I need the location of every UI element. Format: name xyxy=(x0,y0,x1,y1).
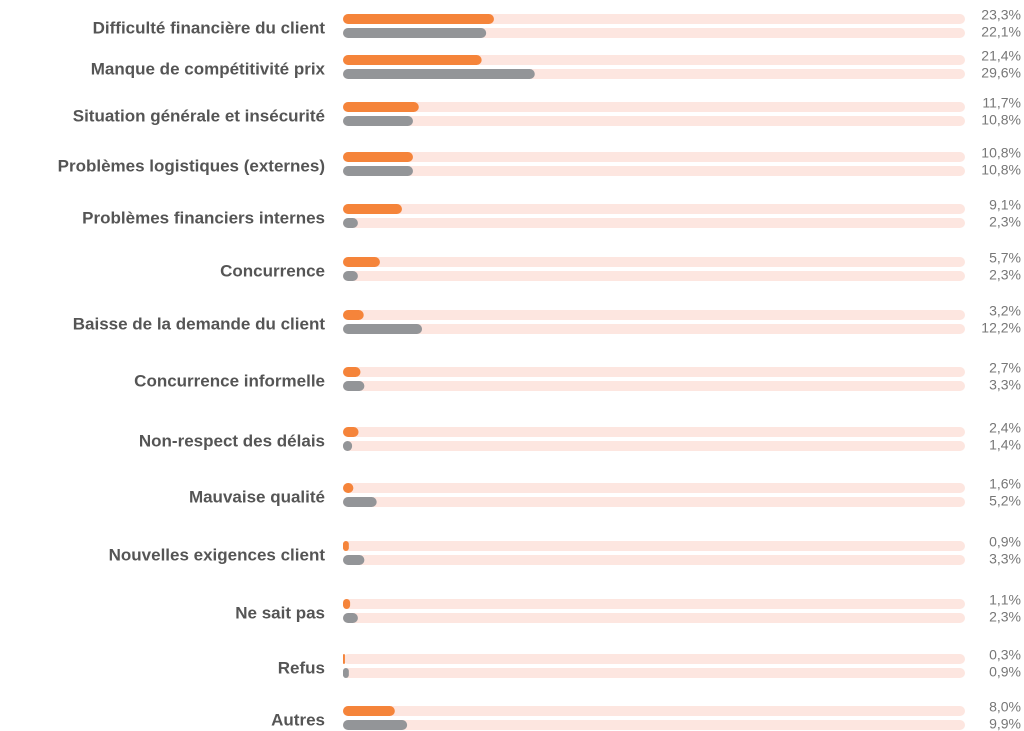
bar xyxy=(343,257,380,267)
bar xyxy=(343,204,402,214)
bar-track xyxy=(343,706,965,716)
value-label: 22,1% xyxy=(981,24,1021,40)
bar xyxy=(343,152,413,162)
value-label: 1,6% xyxy=(989,476,1021,492)
bar-track xyxy=(343,218,965,228)
bar xyxy=(343,441,353,451)
bar xyxy=(343,497,377,507)
value-label: 2,3% xyxy=(989,214,1021,230)
value-label: 3,3% xyxy=(989,551,1021,567)
bar-track xyxy=(343,654,965,664)
value-label: 2,3% xyxy=(989,267,1021,283)
bar-track xyxy=(343,541,965,551)
category-label: Difficulté financière du client xyxy=(93,18,326,37)
value-label: 0,9% xyxy=(989,664,1021,680)
bar xyxy=(343,555,365,565)
category-label: Manque de compétitivité prix xyxy=(91,59,326,78)
value-label: 11,7% xyxy=(982,95,1021,111)
bar xyxy=(343,427,359,437)
bar xyxy=(343,720,408,730)
bar xyxy=(343,613,358,623)
bar-track xyxy=(343,204,965,214)
value-label: 3,3% xyxy=(989,377,1021,393)
bar xyxy=(343,541,349,551)
bar-track xyxy=(343,28,965,38)
bar-track xyxy=(343,271,965,281)
value-label: 2,4% xyxy=(989,420,1021,436)
category-label: Mauvaise qualité xyxy=(189,487,325,506)
value-label: 9,9% xyxy=(989,716,1021,731)
category-label: Situation générale et insécurité xyxy=(73,106,325,125)
bar-track xyxy=(343,613,965,623)
bar-track xyxy=(343,483,965,493)
bar-track xyxy=(343,116,965,126)
bar xyxy=(343,28,487,38)
category-label: Concurrence informelle xyxy=(134,371,325,390)
bar xyxy=(343,55,482,65)
bar-track xyxy=(343,441,965,451)
value-label: 12,2% xyxy=(981,320,1021,336)
bar-track xyxy=(343,668,965,678)
category-label: Non-respect des délais xyxy=(139,431,325,450)
value-label: 1,4% xyxy=(989,437,1021,453)
category-label: Autres xyxy=(271,710,325,729)
bar-track xyxy=(343,310,965,320)
value-label: 10,8% xyxy=(981,162,1021,178)
bar-track xyxy=(343,14,965,24)
value-label: 9,1% xyxy=(989,197,1021,213)
bar-track xyxy=(343,152,965,162)
bar xyxy=(343,367,361,377)
bar-track xyxy=(343,497,965,507)
bar xyxy=(343,166,413,176)
category-label: Problèmes financiers internes xyxy=(82,208,325,227)
bar-track xyxy=(343,381,965,391)
bar xyxy=(343,599,351,609)
bar xyxy=(343,381,365,391)
bar xyxy=(343,483,354,493)
bar xyxy=(343,116,413,126)
bar xyxy=(343,706,395,716)
category-label: Ne sait pas xyxy=(235,603,325,622)
category-label: Nouvelles exigences client xyxy=(109,545,326,564)
bar-track xyxy=(343,367,965,377)
bar xyxy=(343,310,364,320)
value-label: 21,4% xyxy=(981,48,1021,64)
value-label: 10,8% xyxy=(981,145,1021,161)
category-label: Refus xyxy=(278,658,325,677)
category-label: Baisse de la demande du client xyxy=(73,314,326,333)
value-label: 1,1% xyxy=(989,592,1021,608)
value-label: 23,3% xyxy=(981,7,1021,23)
value-label: 8,0% xyxy=(989,699,1021,715)
value-label: 10,8% xyxy=(981,112,1021,128)
value-label: 2,3% xyxy=(989,609,1021,625)
bar xyxy=(343,218,358,228)
value-label: 0,3% xyxy=(989,647,1021,663)
bar-track xyxy=(343,555,965,565)
value-label: 3,2% xyxy=(989,303,1021,319)
bar-track xyxy=(343,257,965,267)
bar-track xyxy=(343,102,965,112)
bar xyxy=(343,654,345,664)
bar-track xyxy=(343,599,965,609)
value-label: 0,9% xyxy=(989,534,1021,550)
value-label: 29,6% xyxy=(981,65,1021,81)
bar-track xyxy=(343,720,965,730)
value-label: 5,7% xyxy=(989,250,1021,266)
category-label: Problèmes logistiques (externes) xyxy=(58,156,325,175)
bar-track xyxy=(343,324,965,334)
category-label: Concurrence xyxy=(220,261,325,280)
bar xyxy=(343,271,358,281)
bar-track xyxy=(343,166,965,176)
bar xyxy=(343,102,419,112)
bar xyxy=(343,324,423,334)
bar-track xyxy=(343,427,965,437)
value-label: 5,2% xyxy=(989,493,1021,509)
bar xyxy=(343,668,349,678)
bar-track xyxy=(343,55,965,65)
bar xyxy=(343,69,535,79)
value-label: 2,7% xyxy=(989,360,1021,376)
bar xyxy=(343,14,494,24)
